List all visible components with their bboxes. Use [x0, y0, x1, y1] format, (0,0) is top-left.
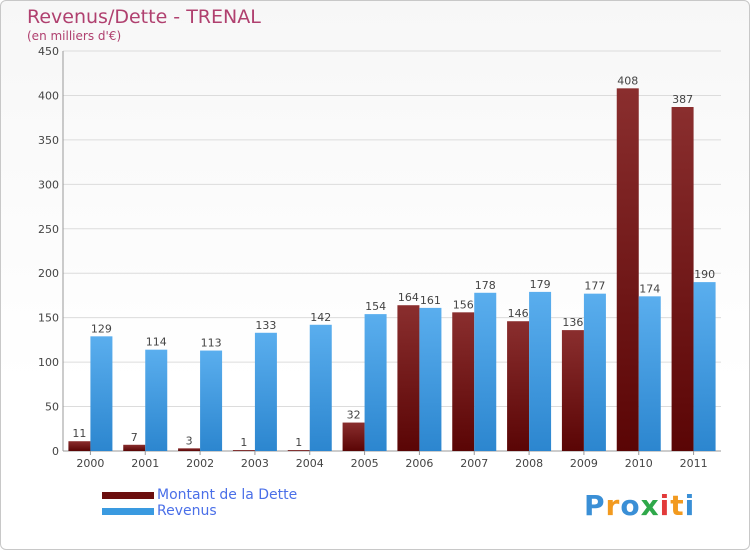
bar-revenus — [364, 314, 387, 451]
bar-dette — [342, 422, 365, 451]
y-tick-label: 250 — [38, 223, 59, 236]
y-tick-label: 350 — [38, 134, 59, 147]
data-label-dette: 1 — [240, 436, 247, 449]
legend-item-revenus: Revenus — [102, 503, 297, 519]
y-tick-label: 100 — [38, 356, 59, 369]
data-label-dette: 156 — [453, 298, 474, 311]
bar-dette — [452, 312, 475, 451]
data-label-dette: 164 — [398, 291, 419, 304]
y-tick-label: 300 — [38, 178, 59, 191]
y-tick-label: 0 — [52, 445, 59, 458]
x-tick-label: 2008 — [515, 457, 543, 470]
x-tick-label: 2003 — [241, 457, 269, 470]
x-tick-label: 2006 — [405, 457, 433, 470]
bar-revenus — [145, 349, 168, 451]
data-label-revenus: 114 — [146, 336, 167, 349]
data-label-dette: 136 — [562, 316, 583, 329]
y-tick-label: 200 — [38, 267, 59, 280]
bar-dette — [507, 321, 530, 451]
y-tick-label: 50 — [45, 401, 59, 414]
legend-item-dette: Montant de la Dette — [102, 487, 297, 503]
chart-subtitle: (en milliers d'€) — [27, 29, 122, 43]
data-label-dette: 32 — [347, 409, 361, 422]
logo-letter: x — [640, 489, 660, 522]
bar-dette — [68, 441, 91, 451]
x-tick-label: 2010 — [625, 457, 653, 470]
x-tick-label: 2000 — [76, 457, 104, 470]
y-tick-label: 150 — [38, 312, 59, 325]
x-tick-label: 2007 — [460, 457, 488, 470]
data-label-revenus: 179 — [530, 278, 551, 291]
bar-dette — [232, 450, 255, 451]
logo-letter: P — [584, 489, 606, 522]
data-label-revenus: 142 — [310, 311, 331, 324]
data-label-dette: 408 — [617, 74, 638, 87]
x-tick-label: 2001 — [131, 457, 159, 470]
bar-revenus — [638, 296, 661, 451]
logo-letter: o — [620, 489, 641, 522]
x-tick-label: 2002 — [186, 457, 214, 470]
bar-dette — [561, 330, 584, 451]
bar-revenus — [254, 332, 277, 451]
data-label-revenus: 113 — [201, 337, 222, 350]
logo-letter: t — [670, 489, 685, 522]
bar-dette — [287, 450, 310, 451]
bar-dette — [616, 88, 639, 451]
bar-revenus — [90, 336, 113, 451]
data-label-revenus: 154 — [365, 300, 386, 313]
x-tick-label: 2011 — [680, 457, 708, 470]
data-label-revenus: 129 — [91, 322, 112, 335]
data-label-dette: 387 — [672, 93, 693, 106]
bar-dette — [397, 305, 420, 451]
logo-letter: i — [659, 489, 671, 522]
bar-dette — [178, 448, 201, 451]
bar-revenus — [693, 282, 716, 451]
y-tick-label: 400 — [38, 89, 59, 102]
data-label-revenus: 177 — [584, 280, 605, 293]
legend-label-revenus: Revenus — [157, 503, 217, 519]
x-tick-label: 2009 — [570, 457, 598, 470]
data-label-revenus: 174 — [639, 282, 660, 295]
legend-label-dette: Montant de la Dette — [157, 487, 298, 503]
bar-revenus — [419, 307, 442, 451]
chart-title: Revenus/Dette - TRENAL — [27, 6, 261, 28]
bar-revenus — [309, 324, 332, 451]
data-label-dette: 1 — [295, 436, 302, 449]
legend-swatch-dette — [102, 491, 154, 499]
x-tick-label: 2005 — [351, 457, 379, 470]
bar-revenus — [529, 291, 552, 451]
bar-revenus — [474, 292, 497, 451]
y-tick-label: 450 — [38, 45, 59, 58]
data-label-revenus: 178 — [475, 279, 496, 292]
data-label-dette: 7 — [131, 431, 138, 444]
proxiti-logo: Proxiti — [584, 489, 695, 522]
data-label-dette: 11 — [72, 427, 86, 440]
bar-dette — [671, 107, 694, 451]
data-label-revenus: 133 — [255, 319, 276, 332]
bar-revenus — [200, 350, 223, 451]
data-label-dette: 146 — [508, 307, 529, 320]
bar-dette — [123, 444, 146, 451]
logo-letter: r — [605, 489, 621, 522]
x-tick-label: 2004 — [296, 457, 324, 470]
bar-revenus — [583, 293, 606, 451]
data-label-dette: 3 — [186, 434, 193, 447]
data-label-revenus: 190 — [694, 268, 715, 281]
legend: Montant de la Dette Revenus — [102, 487, 297, 519]
data-label-revenus: 161 — [420, 294, 441, 307]
logo-letter: i — [684, 489, 696, 522]
legend-swatch-revenus — [102, 507, 154, 515]
